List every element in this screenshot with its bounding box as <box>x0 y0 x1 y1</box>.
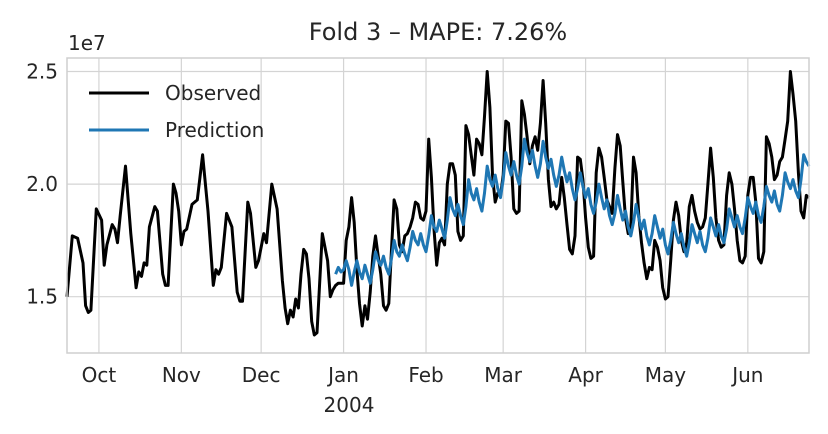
legend-label-prediction: Prediction <box>165 118 264 142</box>
x-tick-label: Dec <box>242 363 281 387</box>
series-line-prediction <box>334 137 811 287</box>
series-lines <box>65 70 811 337</box>
legend: Observed Prediction <box>89 81 264 142</box>
x-tick-label: Oct <box>82 363 117 387</box>
x-tick-label: Nov <box>162 363 201 387</box>
chart-title: Fold 3 – MAPE: 7.26% <box>309 18 567 46</box>
y-tick-label: 2.0 <box>26 172 58 196</box>
x-tick-label: Jan <box>326 363 359 387</box>
x-tick-labels: Oct Nov Dec Jan Feb Mar Apr May Jun <box>82 363 764 387</box>
plot-frame <box>66 57 810 354</box>
x-tick-label: Feb <box>408 363 443 387</box>
x-tick-label: Mar <box>484 363 523 387</box>
y-tick-label: 2.5 <box>26 60 58 84</box>
y-tick-labels: 1.5 2.0 2.5 <box>26 60 58 309</box>
x-year-label: 2004 <box>324 393 375 417</box>
series-line-observed <box>65 70 810 337</box>
y-tick-label: 1.5 <box>26 285 58 309</box>
legend-label-observed: Observed <box>165 81 261 105</box>
x-tick-label: Jun <box>730 363 763 387</box>
x-tick-label: Apr <box>568 363 603 387</box>
y-offset-label: 1e7 <box>68 31 106 55</box>
x-tick-label: May <box>645 363 687 387</box>
